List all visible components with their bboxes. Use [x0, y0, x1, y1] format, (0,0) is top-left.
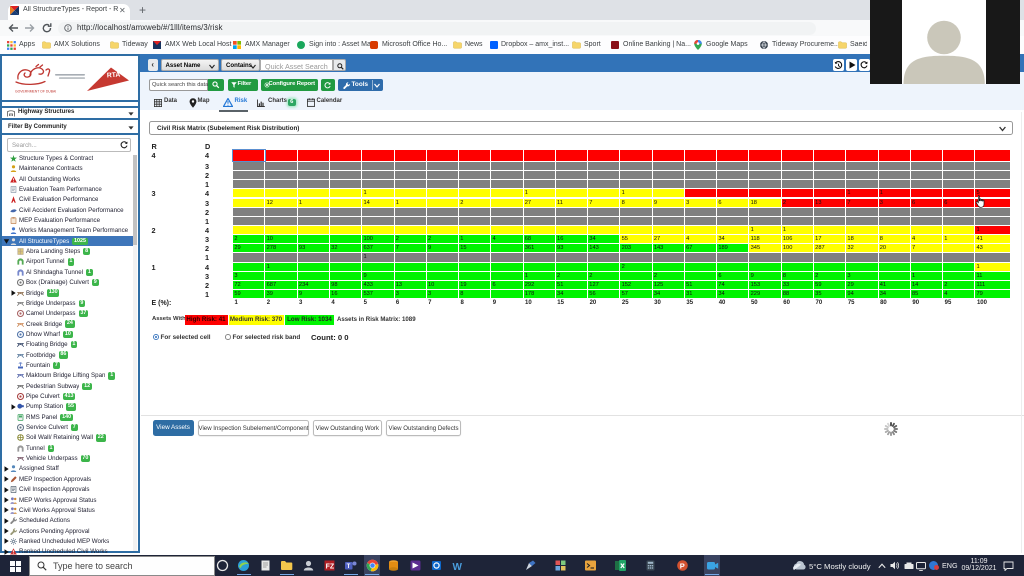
- svg-text:RTA: RTA: [107, 72, 121, 80]
- svg-text:W: W: [453, 562, 463, 572]
- svg-text:FZ: FZ: [325, 564, 334, 571]
- svg-text:P: P: [679, 561, 684, 570]
- svg-text:GOVERNMENT OF DUBAI: GOVERNMENT OF DUBAI: [15, 90, 56, 94]
- svg-text:T: T: [347, 564, 351, 570]
